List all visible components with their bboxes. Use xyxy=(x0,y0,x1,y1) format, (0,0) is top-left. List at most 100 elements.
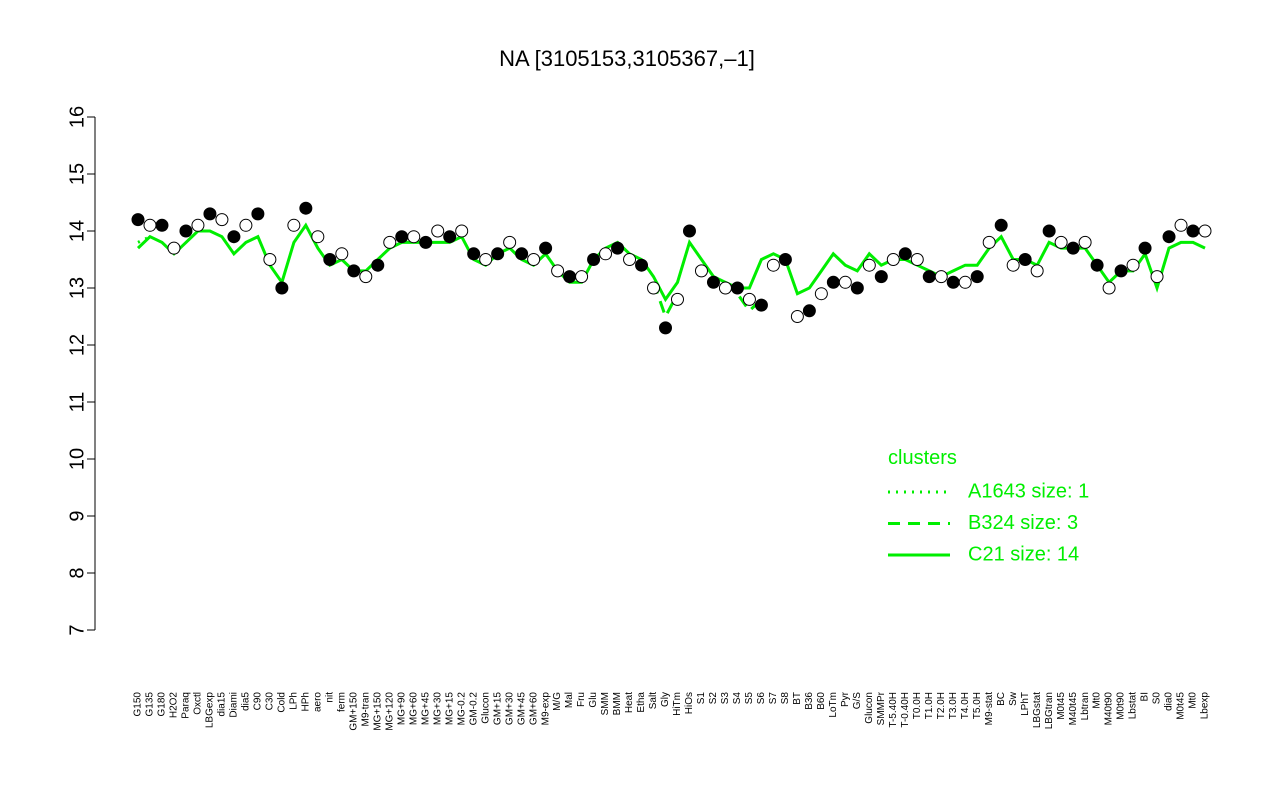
x-tick-label: Heat xyxy=(624,692,635,713)
x-tick-label: S4 xyxy=(732,692,743,705)
data-point xyxy=(155,218,169,232)
x-tick-label: Lbexp xyxy=(1200,692,1211,720)
x-tick-label: M40t90 xyxy=(1104,692,1115,726)
x-tick-label: SMMPr xyxy=(876,691,887,725)
x-tick-label: GM+150 xyxy=(348,692,359,731)
data-point xyxy=(922,270,936,284)
x-tick-label: Mt0 xyxy=(1188,692,1199,709)
data-point xyxy=(910,253,924,266)
data-point xyxy=(647,281,661,295)
x-tick-label: G150 xyxy=(133,692,144,717)
x-tick-label: BI xyxy=(1140,692,1151,701)
data-point xyxy=(946,275,960,289)
x-tick-label: GM+30 xyxy=(504,692,515,726)
x-tick-label: C30 xyxy=(265,692,276,711)
data-point xyxy=(1138,241,1152,255)
x-tick-label: Mal xyxy=(564,692,575,708)
data-point xyxy=(551,264,565,278)
data-point xyxy=(455,224,469,238)
x-tick-label: LPhT xyxy=(1020,692,1031,716)
data-point xyxy=(706,275,720,289)
x-tick-label: LoTm xyxy=(828,692,839,718)
data-point xyxy=(299,201,313,215)
data-point xyxy=(1174,218,1188,232)
x-tick-label: S0 xyxy=(1152,692,1163,705)
data-point xyxy=(694,264,708,278)
x-tick-label: S7 xyxy=(768,692,779,705)
x-tick-label: Glu xyxy=(588,692,599,708)
legend-label: A1643 size: 1 xyxy=(968,480,1089,502)
x-tick-label: Diami xyxy=(229,692,240,718)
data-point xyxy=(143,218,157,232)
y-tick-label: 13 xyxy=(66,277,88,299)
data-point xyxy=(431,224,445,238)
x-tick-label: Glucon xyxy=(480,692,491,724)
x-tick-label: GM+15 xyxy=(492,692,503,726)
data-point xyxy=(275,281,289,295)
x-tick-label: G/S xyxy=(852,692,863,710)
data-point xyxy=(1066,241,1080,255)
y-tick-label: 12 xyxy=(66,334,88,356)
x-tick-label: MG+150 xyxy=(372,692,383,731)
data-point xyxy=(958,275,972,289)
y-tick-label: 15 xyxy=(66,163,88,185)
data-point xyxy=(239,218,253,232)
y-tick-label: 14 xyxy=(66,220,88,242)
x-tick-label: M0t45 xyxy=(1056,692,1067,720)
data-point xyxy=(131,213,145,227)
data-point xyxy=(1162,230,1176,244)
legend: clusters A1643 size: 1 B324 size: 3 C21 si… xyxy=(888,447,1089,565)
data-point xyxy=(838,275,852,289)
x-tick-label: LBGstat xyxy=(1032,692,1043,728)
data-point xyxy=(395,230,409,244)
data-point xyxy=(718,281,732,295)
x-tick-label: LBGexp xyxy=(205,692,216,729)
x-tick-label: MG+90 xyxy=(396,692,407,726)
data-point xyxy=(563,270,577,284)
x-tick-label: GM+45 xyxy=(516,692,527,726)
x-tick-label: Gly xyxy=(660,692,671,707)
x-tick-label: T-5.40H xyxy=(888,692,899,728)
x-tick-label: MG+60 xyxy=(408,692,419,726)
data-point xyxy=(503,235,517,249)
data-point xyxy=(730,281,744,295)
x-tick-label: T-0.40H xyxy=(900,692,911,728)
x-tick-label: S8 xyxy=(780,692,791,705)
data-point xyxy=(1198,224,1212,238)
data-point xyxy=(982,235,996,249)
chart-title: NA [3105153,3105367,–1] xyxy=(499,46,755,71)
data-point xyxy=(754,298,768,312)
y-tick-label: 11 xyxy=(66,392,88,413)
x-tick-label: Cold xyxy=(277,692,288,713)
data-point xyxy=(670,292,684,306)
data-point xyxy=(850,281,864,295)
data-point xyxy=(1090,258,1104,272)
data-point xyxy=(203,207,217,221)
data-point xyxy=(1078,235,1092,249)
data-point xyxy=(611,241,625,255)
x-tick-label: MG+15 xyxy=(444,692,455,726)
data-point xyxy=(1030,264,1044,278)
x-tick-label: M9-tran xyxy=(360,692,371,726)
x-tick-label: Lbstat xyxy=(1128,692,1139,719)
data-point xyxy=(311,230,325,244)
x-tick-label: T0.0H xyxy=(912,692,923,719)
data-point xyxy=(1114,264,1128,278)
x-tick-label: nit xyxy=(324,692,335,703)
data-point xyxy=(898,247,912,261)
x-tick-label: T4.0H xyxy=(960,692,971,719)
data-point xyxy=(407,230,421,244)
x-tick-label: M0t45 xyxy=(1176,692,1187,720)
data-point xyxy=(934,270,948,284)
x-tick-label: Pyr xyxy=(840,691,851,707)
x-tick-label: dia15 xyxy=(217,692,228,717)
x-tick-label: Fru xyxy=(576,692,587,707)
x-tick-label: MG+120 xyxy=(384,692,395,731)
data-point xyxy=(826,275,840,289)
x-tick-label: H2O2 xyxy=(169,692,180,719)
x-tick-label: C90 xyxy=(253,692,264,711)
y-tick-label: 7 xyxy=(66,624,88,635)
x-tick-label: aero xyxy=(312,692,323,712)
x-tick-label: ferm xyxy=(336,692,347,712)
